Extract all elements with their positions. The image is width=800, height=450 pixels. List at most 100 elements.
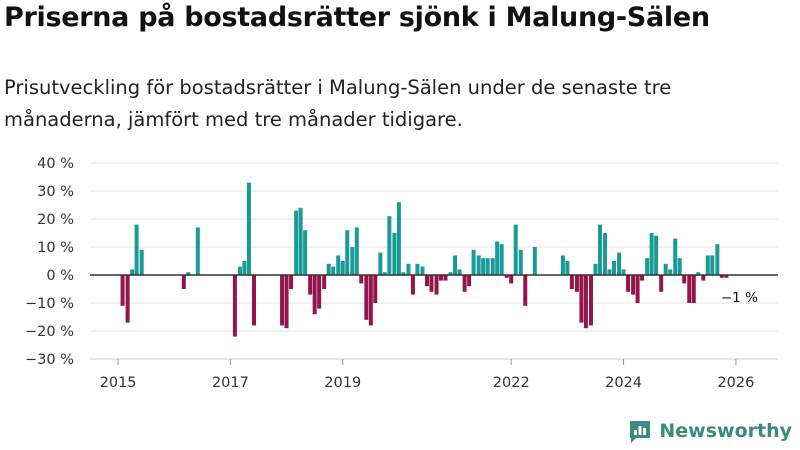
bar bbox=[448, 272, 453, 275]
bar bbox=[308, 275, 313, 295]
y-tick-label: 10 % bbox=[37, 240, 74, 256]
bar bbox=[326, 263, 331, 275]
bar bbox=[476, 255, 481, 275]
bar bbox=[237, 266, 242, 275]
bar bbox=[617, 252, 622, 275]
bar bbox=[317, 275, 322, 309]
last-value-label: −1 % bbox=[721, 290, 758, 306]
bar bbox=[635, 275, 640, 303]
y-tick-label: 20 % bbox=[37, 212, 74, 228]
bar bbox=[565, 261, 570, 275]
bar bbox=[415, 263, 420, 275]
bar bbox=[251, 275, 256, 326]
bar bbox=[724, 275, 729, 278]
bar bbox=[181, 275, 186, 289]
bar bbox=[340, 261, 345, 275]
bar bbox=[401, 272, 406, 275]
bar bbox=[303, 230, 308, 275]
bar bbox=[232, 275, 237, 337]
bar bbox=[481, 258, 486, 275]
bar bbox=[378, 252, 383, 275]
bar bbox=[420, 266, 425, 275]
bar bbox=[406, 263, 411, 275]
bar bbox=[523, 275, 528, 306]
bar bbox=[364, 275, 369, 320]
bar bbox=[579, 275, 584, 323]
y-tick-label: 40 % bbox=[37, 156, 74, 172]
bar bbox=[710, 255, 715, 275]
bar bbox=[467, 275, 472, 287]
x-tick-label: 2024 bbox=[605, 375, 642, 391]
bar bbox=[705, 255, 710, 275]
bar bbox=[429, 275, 434, 292]
bar bbox=[719, 275, 724, 278]
bar bbox=[612, 261, 617, 275]
y-tick-label: 30 % bbox=[37, 184, 74, 200]
page-subtitle: Prisutveckling för bostadsrätter i Malun… bbox=[4, 76, 672, 131]
bar bbox=[631, 275, 636, 295]
x-tick-label: 2022 bbox=[493, 375, 530, 391]
bar bbox=[677, 258, 682, 275]
x-tick-label: 2017 bbox=[212, 375, 249, 391]
bar bbox=[588, 275, 593, 326]
bar bbox=[284, 275, 289, 329]
bar bbox=[583, 275, 588, 329]
bar bbox=[298, 207, 303, 275]
bar bbox=[518, 249, 523, 275]
bar bbox=[649, 233, 654, 275]
bar bbox=[532, 247, 537, 275]
x-axis: 2015 2017 2019 2022 2024 2026 bbox=[90, 358, 778, 391]
x-tick-label: 2015 bbox=[100, 375, 137, 391]
y-tick-label: 0 % bbox=[46, 268, 74, 284]
bar bbox=[560, 255, 565, 275]
x-tick-label: 2026 bbox=[717, 375, 754, 391]
bar bbox=[434, 275, 439, 295]
bar bbox=[462, 275, 467, 292]
newsworthy-logo-icon bbox=[630, 421, 651, 443]
bar bbox=[509, 275, 514, 284]
bar-series bbox=[120, 182, 729, 337]
bar bbox=[640, 275, 645, 281]
bar bbox=[603, 233, 608, 275]
bar bbox=[621, 269, 626, 275]
bar bbox=[186, 272, 191, 275]
bar bbox=[673, 238, 678, 275]
bar bbox=[645, 258, 650, 275]
newsworthy-logo: Newsworthy bbox=[627, 418, 792, 444]
bar bbox=[195, 227, 200, 275]
bar bbox=[696, 272, 701, 275]
bar bbox=[387, 216, 392, 275]
bar bbox=[715, 244, 720, 275]
bar bbox=[331, 266, 336, 275]
bar bbox=[354, 227, 359, 275]
bar bbox=[593, 263, 598, 275]
y-tick-label: −20 % bbox=[25, 324, 74, 340]
bar bbox=[691, 275, 696, 303]
y-tick-label: −30 % bbox=[25, 352, 74, 368]
bar bbox=[322, 275, 327, 289]
brand-name: Newsworthy bbox=[659, 420, 792, 442]
bar bbox=[280, 275, 285, 326]
bar bbox=[668, 269, 673, 275]
bar bbox=[289, 275, 294, 289]
bar bbox=[471, 249, 476, 275]
bar bbox=[663, 263, 668, 275]
bar bbox=[120, 275, 125, 306]
bar bbox=[396, 202, 401, 275]
bar bbox=[294, 210, 299, 275]
bar bbox=[382, 272, 387, 275]
y-tick-label: −10 % bbox=[25, 296, 74, 312]
bar bbox=[439, 275, 444, 281]
bar bbox=[574, 275, 579, 292]
bar bbox=[242, 261, 247, 275]
bar bbox=[134, 224, 139, 275]
bar bbox=[569, 275, 574, 289]
price-change-bar-chart: −30 %−20 %−10 %0 %10 %20 %30 %40 % 2015 2… bbox=[25, 156, 778, 391]
bar bbox=[597, 224, 602, 275]
x-tick-label: 2019 bbox=[324, 375, 361, 391]
bar bbox=[336, 255, 341, 275]
bar bbox=[373, 275, 378, 303]
bar bbox=[687, 275, 692, 303]
bar bbox=[485, 258, 490, 275]
bar bbox=[453, 255, 458, 275]
